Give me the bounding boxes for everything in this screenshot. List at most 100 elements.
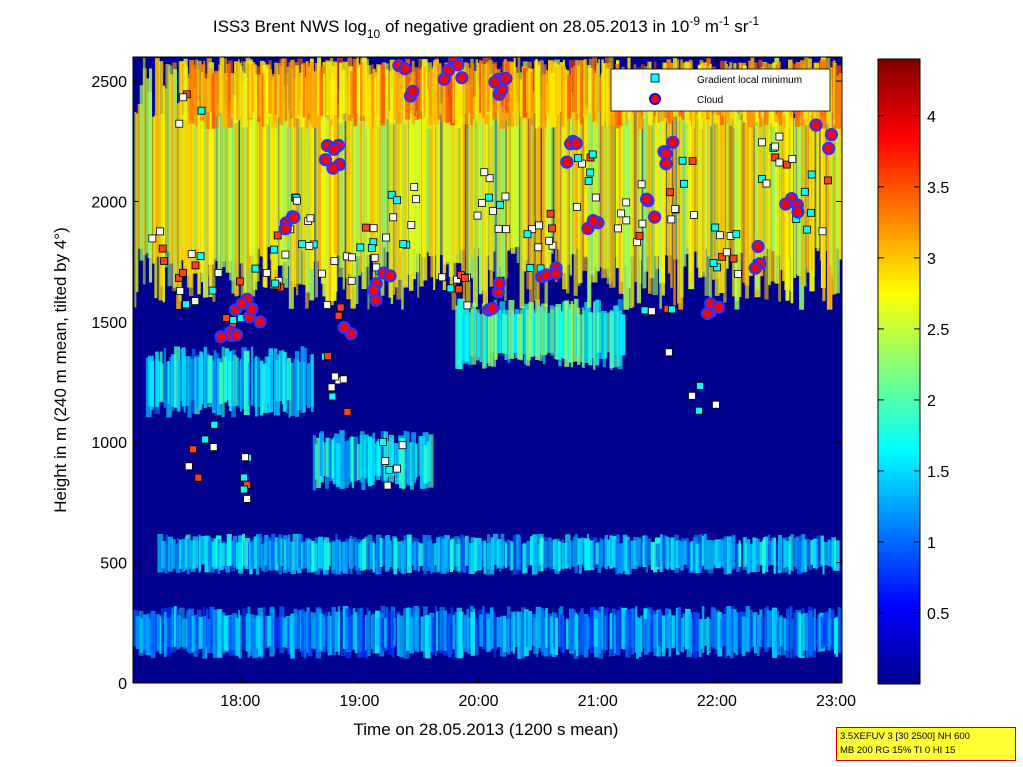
gradient-minimum-marker xyxy=(696,381,704,390)
field-streak xyxy=(263,606,266,656)
field-streak xyxy=(437,109,440,276)
field-streak xyxy=(395,443,401,485)
gradient-minimum-marker xyxy=(771,153,780,162)
field-streak xyxy=(735,612,739,655)
field-streak xyxy=(526,541,532,566)
field-streak xyxy=(367,94,373,255)
field-streak xyxy=(592,537,598,569)
field-streak xyxy=(302,62,306,118)
field-streak xyxy=(473,302,476,354)
field-streak xyxy=(645,536,648,573)
markers-layer xyxy=(148,57,839,503)
gradient-minimum-marker xyxy=(709,258,718,267)
field-streak xyxy=(560,613,564,654)
field-streak xyxy=(183,617,186,650)
field-streak xyxy=(620,543,624,574)
field-streak xyxy=(820,616,825,649)
x-tick-label: 22:00 xyxy=(697,693,737,710)
field-streak xyxy=(500,533,505,569)
field-streak xyxy=(414,443,417,481)
field-streak xyxy=(470,537,476,574)
field-streak xyxy=(322,62,327,297)
field-streak xyxy=(353,59,358,127)
field-streak xyxy=(174,606,177,647)
field-streak xyxy=(599,538,602,569)
field-streak xyxy=(214,70,221,117)
field-streak xyxy=(451,538,455,571)
field-streak xyxy=(543,64,547,123)
gradient-minimum-marker xyxy=(478,199,486,208)
field-streak xyxy=(226,534,232,566)
field-streak xyxy=(521,607,527,657)
gradient-minimum-marker xyxy=(535,221,543,230)
gradient-minimum-marker xyxy=(201,435,210,444)
cloud-marker xyxy=(318,153,333,167)
field-streak xyxy=(382,62,386,248)
field-streak xyxy=(180,91,186,247)
field-streak xyxy=(723,104,727,303)
field-streak xyxy=(686,537,689,568)
field-streak xyxy=(602,63,607,122)
field-streak xyxy=(638,617,642,657)
field-streak xyxy=(767,116,771,286)
field-streak xyxy=(562,59,566,128)
field-streak xyxy=(577,65,580,114)
gradient-minimum-marker xyxy=(229,316,238,325)
field-streak xyxy=(832,542,835,571)
field-streak xyxy=(770,610,774,648)
field-streak xyxy=(280,538,284,567)
field-streak xyxy=(372,68,376,286)
gradient-minimum-marker xyxy=(667,215,676,224)
field-streak xyxy=(544,536,547,571)
field-streak xyxy=(314,444,318,480)
field-streak xyxy=(187,73,191,125)
field-streak xyxy=(233,535,238,568)
field-streak xyxy=(235,357,239,406)
gradient-minimum-marker xyxy=(485,193,493,202)
x-tick-label: 23:00 xyxy=(816,693,856,710)
field-streak xyxy=(504,314,508,360)
field-streak xyxy=(140,618,143,653)
field-streak xyxy=(584,64,587,115)
field-streak xyxy=(187,356,192,418)
field-streak xyxy=(312,85,315,262)
gradient-minimum-marker xyxy=(330,257,339,265)
field-streak xyxy=(580,608,584,654)
gradient-minimum-marker xyxy=(197,106,206,115)
legend-square-marker xyxy=(650,73,660,83)
field-streak xyxy=(221,346,225,418)
field-streak xyxy=(159,616,162,654)
field-streak xyxy=(706,616,709,655)
field-streak xyxy=(729,539,734,569)
field-streak xyxy=(149,68,153,283)
field-streak xyxy=(380,431,386,482)
field-streak xyxy=(556,80,560,247)
field-streak xyxy=(172,540,176,569)
field-streak xyxy=(698,64,703,278)
field-streak xyxy=(562,69,568,290)
field-streak xyxy=(364,434,369,479)
field-streak xyxy=(266,68,269,125)
field-streak xyxy=(511,541,514,570)
field-streak xyxy=(511,311,514,357)
field-streak xyxy=(356,57,360,114)
field-streak xyxy=(544,83,548,307)
gradient-minimum-marker xyxy=(671,204,680,213)
field-streak xyxy=(738,540,741,568)
field-streak xyxy=(708,618,711,653)
field-streak xyxy=(158,361,161,403)
field-streak xyxy=(627,540,630,570)
field-streak xyxy=(540,537,544,572)
field-streak xyxy=(739,62,742,298)
gradient-minimum-marker xyxy=(800,187,809,196)
field-streak xyxy=(191,64,195,124)
field-streak xyxy=(445,62,450,124)
y-tick-label: 2000 xyxy=(91,194,127,211)
field-streak xyxy=(784,540,789,567)
field-streak xyxy=(271,612,274,654)
field-streak xyxy=(837,607,841,653)
field-streak xyxy=(629,541,633,574)
field-streak xyxy=(246,352,250,402)
field-streak xyxy=(202,607,205,658)
field-streak xyxy=(670,537,675,570)
